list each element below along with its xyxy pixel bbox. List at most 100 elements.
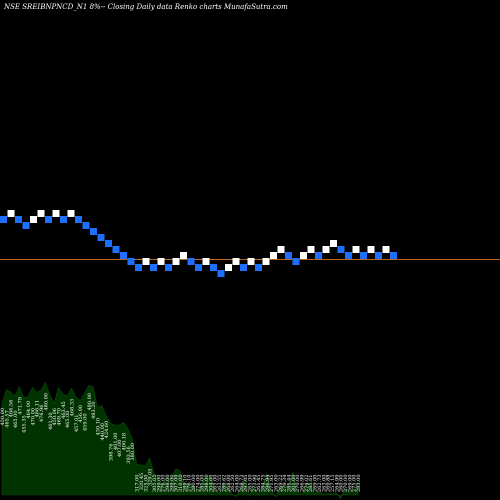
renko-brick-down	[187, 258, 195, 265]
volume-value-label: 299.00	[156, 475, 162, 493]
volume-value-label: 271.95	[269, 475, 275, 493]
volume-value-label: 465.57	[4, 410, 10, 428]
renko-brick-down	[127, 258, 135, 265]
volume-value-label: 450.00	[0, 408, 6, 426]
volume-value-label: 310.00	[178, 475, 184, 493]
volume-value-label: 297.05	[243, 475, 249, 493]
volume-value-label: 317.00	[135, 475, 141, 493]
volume-value-label: 266.99	[300, 475, 306, 493]
volume-value-label: 455.35	[22, 415, 28, 433]
volume-value-label: 273.90	[252, 475, 258, 493]
volume-value-label: 268.73	[239, 475, 245, 493]
renko-brick-up	[307, 246, 315, 253]
renko-brick-down	[120, 252, 127, 259]
volume-value-label: 296.94	[265, 475, 271, 493]
volume-value-label: 329.05	[148, 469, 154, 487]
renko-brick-up	[52, 210, 60, 217]
renko-brick-down	[90, 228, 97, 235]
volume-value-label: 262.50	[230, 475, 236, 493]
volume-value-label: 424.60	[104, 421, 110, 439]
volume-value-label: 465.00	[13, 411, 19, 429]
volume-value-label: 465.00	[65, 411, 71, 429]
volume-value-label: 270.00	[343, 475, 349, 493]
volume-value-label: 464.00	[26, 401, 32, 419]
volume-value-label: 265.00	[248, 475, 254, 493]
renko-brick-up	[37, 210, 45, 217]
volume-value-label: 459.00	[83, 414, 89, 432]
renko-brick-up	[270, 252, 277, 259]
renko-brick-down	[150, 264, 157, 271]
renko-brick-down	[217, 270, 225, 277]
renko-brick-down	[195, 264, 202, 271]
volume-value-label: 263.00	[321, 475, 327, 493]
volume-value-label: 304.00	[208, 475, 214, 493]
renko-brick-down	[315, 252, 322, 259]
volume-value-label: 276.00	[161, 475, 167, 493]
volume-value-label: 274.00	[195, 475, 201, 493]
renko-brick-up	[232, 258, 240, 265]
volume-value-label: 476.96	[39, 405, 45, 423]
renko-brick-down	[360, 252, 367, 259]
volume-value-label: 480.00	[87, 393, 93, 411]
renko-brick-up	[382, 246, 390, 253]
renko-brick-down	[60, 216, 67, 223]
renko-brick-down	[165, 264, 172, 271]
volume-value-label: 301.00	[291, 475, 297, 493]
volume-value-label: 289.62	[221, 475, 227, 493]
renko-brick-up	[157, 258, 165, 265]
renko-brick-down	[75, 216, 82, 223]
renko-brick-down	[375, 252, 382, 259]
renko-brick-up	[7, 210, 15, 217]
volume-value-label: 263.00	[274, 475, 280, 493]
volume-value-label: 269.22	[278, 475, 284, 493]
volume-value-label: 457.01	[74, 415, 80, 433]
renko-brick-down	[15, 216, 22, 223]
volume-value-label: 264.99	[334, 475, 340, 493]
renko-brick-down	[0, 216, 7, 223]
volume-value-label: 275.00	[352, 475, 358, 493]
volume-value-label: 470.00	[30, 408, 36, 426]
renko-brick-down	[135, 264, 142, 271]
renko-brick-up	[262, 258, 270, 265]
volume-value-label: 269.88	[326, 475, 332, 493]
renko-brick-up	[202, 258, 210, 265]
renko-brick-down	[112, 246, 120, 253]
renko-brick-up	[300, 252, 307, 259]
volume-value-label: 480.00	[43, 393, 49, 411]
renko-brick-up	[352, 246, 360, 253]
volume-value-label: 483.20	[91, 401, 97, 419]
renko-brick-down	[210, 264, 217, 271]
volume-value-label: 262.73	[317, 475, 323, 493]
renko-brick-up	[225, 264, 232, 271]
renko-bricks-layer	[0, 210, 397, 277]
volume-value-label: 380.00	[130, 443, 136, 461]
renko-brick-up	[330, 240, 337, 247]
volume-value-label: 268.00	[226, 475, 232, 493]
renko-brick-up	[367, 246, 375, 253]
volume-value-label: 269.00	[313, 475, 319, 493]
renko-brick-down	[22, 222, 30, 229]
renko-brick-down	[240, 264, 247, 271]
renko-brick-up	[142, 258, 150, 265]
renko-brick-down	[105, 240, 112, 247]
renko-brick-down	[97, 234, 105, 241]
volume-value-label: 281.00	[200, 475, 206, 493]
volume-value-label: 284.75	[261, 475, 267, 493]
volume-value-label: 440.00	[100, 423, 106, 441]
volume-value-label: 270.00	[295, 475, 301, 493]
volume-value-label: 430.10	[96, 418, 102, 436]
volume-value-label: 298.00	[204, 475, 210, 493]
volume-value-label: 400.18	[122, 433, 128, 451]
volume-area	[1, 381, 359, 500]
volume-value-label: 307.00	[174, 475, 180, 493]
volume-labels-layer: 450.00465.57466.56465.00471.79455.35464.…	[0, 393, 362, 492]
volume-value-label: 299.00	[169, 475, 175, 493]
chart-title: NSE SREIBNPNCD_N1 8%-- Closing Daily dat…	[3, 3, 288, 11]
volume-value-label: 393.56	[126, 446, 132, 464]
volume-value-label: 398.76	[109, 444, 115, 462]
renko-brick-down	[285, 252, 292, 259]
volume-value-label: 274.02	[304, 475, 310, 493]
volume-value-label: 279.34	[282, 475, 288, 493]
renko-brick-up	[247, 258, 255, 265]
volume-value-label: 280.00	[191, 475, 197, 493]
